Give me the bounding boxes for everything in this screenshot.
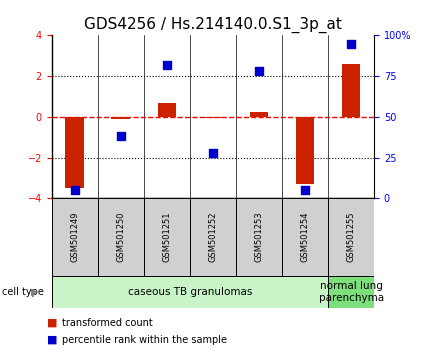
Bar <box>98 198 144 276</box>
Text: GSM501252: GSM501252 <box>209 212 217 262</box>
Bar <box>296 117 314 184</box>
Bar <box>144 198 190 276</box>
Text: ▶: ▶ <box>31 287 38 297</box>
Point <box>163 62 170 68</box>
Point <box>347 41 354 46</box>
Text: caseous TB granulomas: caseous TB granulomas <box>128 287 252 297</box>
Point <box>117 133 124 139</box>
Text: normal lung
parenchyma: normal lung parenchyma <box>319 281 384 303</box>
Bar <box>204 117 222 118</box>
Bar <box>282 198 328 276</box>
Bar <box>342 64 360 117</box>
Text: cell type: cell type <box>2 287 44 297</box>
Text: ■: ■ <box>47 335 58 345</box>
Text: GSM501255: GSM501255 <box>347 212 356 262</box>
Point <box>301 187 308 193</box>
Bar <box>328 276 374 308</box>
Text: percentile rank within the sample: percentile rank within the sample <box>62 335 227 345</box>
Bar <box>250 112 268 117</box>
Text: transformed count: transformed count <box>62 318 153 328</box>
Bar <box>65 117 84 188</box>
Text: ■: ■ <box>47 318 58 328</box>
Point <box>71 187 78 193</box>
Text: GSM501254: GSM501254 <box>301 212 310 262</box>
Bar <box>52 276 328 308</box>
Point <box>255 68 262 74</box>
Bar <box>236 198 282 276</box>
Bar <box>190 198 236 276</box>
Title: GDS4256 / Hs.214140.0.S1_3p_at: GDS4256 / Hs.214140.0.S1_3p_at <box>84 16 342 33</box>
Bar <box>111 117 130 119</box>
Bar <box>157 103 176 117</box>
Bar <box>328 198 374 276</box>
Bar <box>52 198 98 276</box>
Text: GSM501250: GSM501250 <box>116 212 125 262</box>
Text: GSM501251: GSM501251 <box>162 212 171 262</box>
Text: GSM501253: GSM501253 <box>255 212 264 263</box>
Text: GSM501249: GSM501249 <box>70 212 79 262</box>
Point <box>209 150 216 155</box>
